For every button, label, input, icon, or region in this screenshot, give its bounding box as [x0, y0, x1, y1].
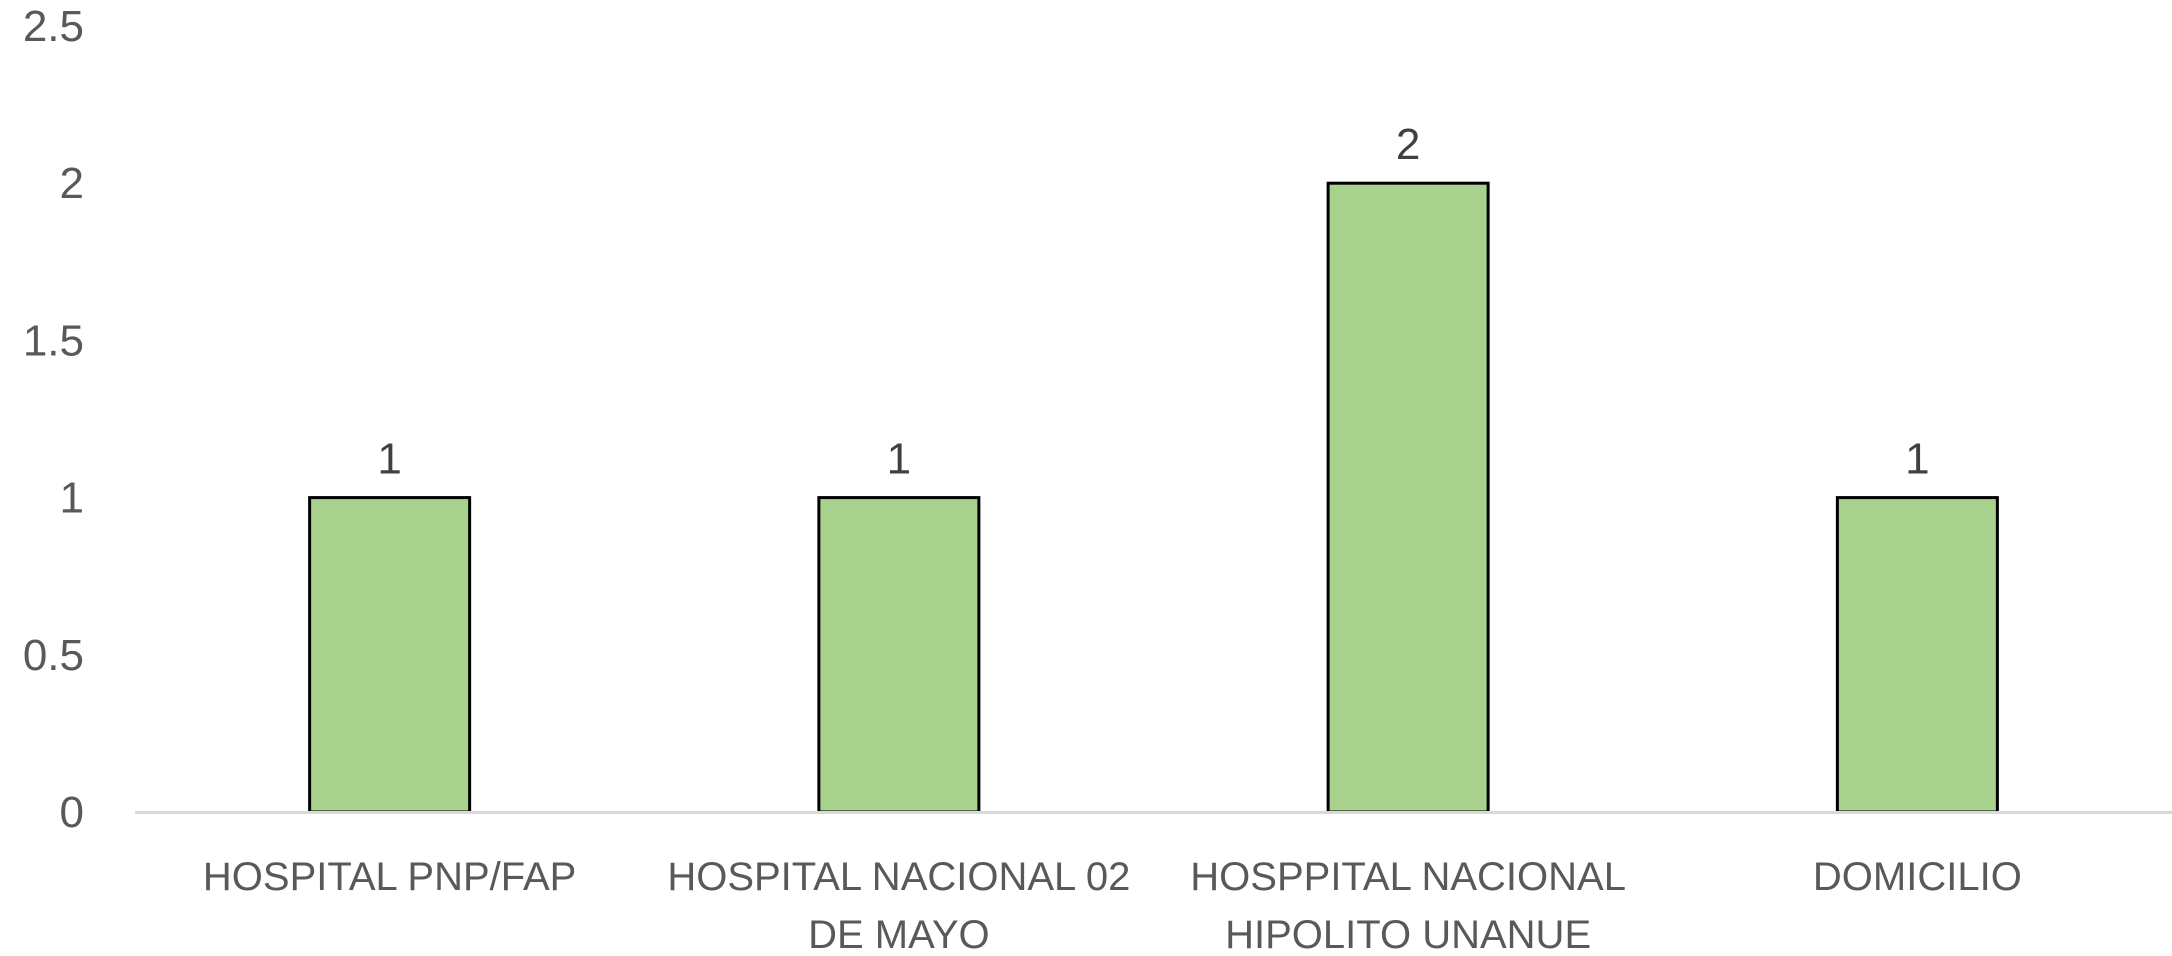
y-tick-label: 2 [60, 159, 84, 208]
bars-group [308, 181, 1999, 814]
x-category-label: HOSPITAL NACIONAL 02 [667, 855, 1130, 899]
y-tick-label: 0 [60, 788, 84, 837]
x-axis-category-labels: HOSPITAL PNP/FAP HOSPITAL NACIONAL 02 DE M… [203, 855, 2022, 956]
data-labels-group: 1 1 2 1 [377, 120, 1929, 483]
data-label: 1 [1905, 435, 1929, 484]
y-tick-label: 1.5 [23, 316, 84, 365]
data-label: 1 [377, 435, 401, 484]
bar [308, 496, 472, 814]
data-label: 1 [887, 435, 911, 484]
x-category-label: DE MAYO [808, 913, 990, 956]
x-category-label: HOSPITAL PNP/FAP [203, 855, 576, 899]
y-tick-label: 1 [60, 474, 84, 523]
bar [1326, 181, 1490, 814]
bar [817, 496, 981, 814]
y-tick-label: 0.5 [23, 631, 84, 680]
y-tick-label: 2.5 [23, 2, 84, 51]
x-category-label: DOMICILIO [1813, 855, 2022, 899]
x-category-label: HIPOLITO UNANUE [1225, 913, 1591, 956]
data-label: 2 [1396, 120, 1420, 169]
x-category-label: HOSPPITAL NACIONAL [1190, 855, 1626, 899]
bar [1835, 496, 1999, 814]
y-axis-ticks: 0 0.5 1 1.5 2 2.5 [23, 2, 84, 837]
